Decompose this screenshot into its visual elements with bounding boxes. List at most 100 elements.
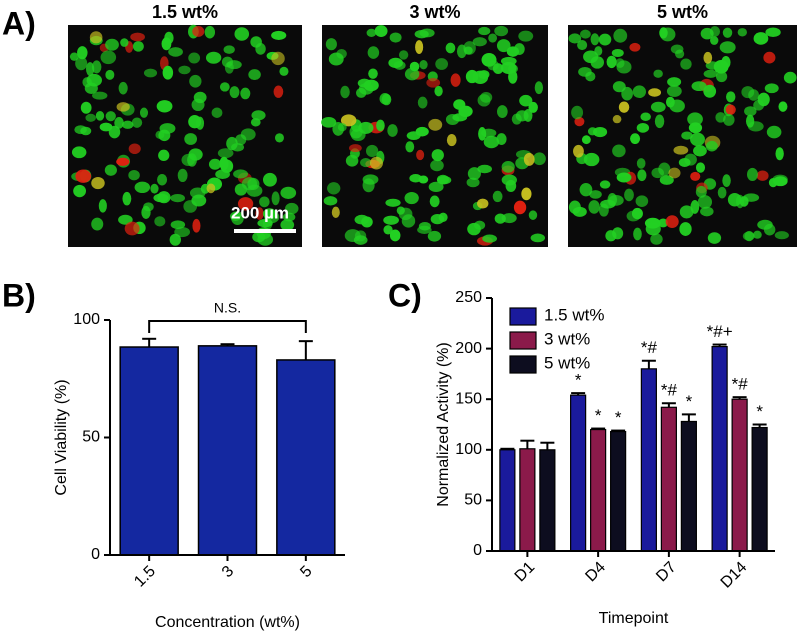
cell	[360, 157, 372, 168]
cell	[726, 91, 736, 103]
cell	[778, 101, 788, 112]
cell	[223, 45, 235, 54]
cell	[637, 169, 647, 182]
cell	[775, 147, 784, 161]
cell	[345, 154, 359, 167]
cell	[435, 58, 449, 70]
cell	[419, 59, 428, 70]
cell	[616, 172, 632, 183]
cell	[362, 174, 379, 185]
cell	[703, 84, 717, 98]
cell	[598, 33, 612, 46]
cell	[583, 152, 600, 167]
cell	[722, 27, 733, 38]
bar	[680, 420, 697, 552]
cell	[340, 85, 350, 99]
image-title: 5 wt%	[657, 2, 708, 22]
cell	[679, 205, 694, 219]
cell	[80, 101, 92, 114]
y-tick-label: 100	[73, 311, 100, 328]
x-tick-label: D1	[512, 559, 539, 586]
cell	[108, 125, 121, 139]
cell	[690, 199, 700, 214]
cell	[653, 69, 663, 78]
cell	[773, 176, 788, 187]
bar	[751, 426, 768, 552]
cell	[217, 148, 234, 159]
cell	[415, 126, 429, 137]
cell	[208, 158, 222, 170]
cell	[327, 182, 341, 195]
cell	[374, 25, 388, 37]
cell	[416, 149, 425, 161]
cell	[132, 41, 144, 52]
y-tick-label: 50	[82, 429, 100, 446]
cell	[715, 71, 728, 83]
y-tick-label: 150	[455, 390, 482, 407]
cell	[579, 182, 593, 197]
cell	[753, 32, 769, 45]
cell	[128, 143, 141, 154]
cell	[124, 221, 140, 236]
cell	[679, 222, 692, 236]
bar	[640, 368, 657, 552]
cell	[687, 112, 703, 126]
cell	[478, 26, 491, 36]
x-axis-label: Timepoint	[599, 610, 669, 627]
cell	[365, 144, 379, 158]
cell	[237, 197, 254, 211]
cell	[616, 60, 632, 74]
cell	[204, 25, 216, 39]
cell	[428, 118, 443, 131]
significance-mark: *#	[641, 338, 658, 357]
cell	[763, 51, 776, 64]
cell	[159, 123, 176, 134]
cell	[246, 184, 263, 197]
cell	[105, 38, 119, 51]
cell	[282, 212, 296, 222]
cell	[445, 42, 456, 54]
cell	[415, 40, 424, 55]
cell	[666, 85, 682, 97]
cell	[120, 38, 129, 47]
cell	[271, 51, 285, 66]
cell	[633, 227, 642, 241]
cell	[381, 93, 392, 106]
cell	[257, 219, 273, 228]
bar	[570, 394, 587, 552]
cell	[624, 188, 634, 202]
cell	[92, 91, 108, 100]
cell	[710, 36, 719, 45]
legend-label: 1.5 wt%	[544, 305, 604, 324]
cell	[358, 121, 374, 134]
legend-swatch	[509, 307, 537, 326]
y-tick-label: 200	[455, 340, 482, 357]
cell	[744, 230, 754, 242]
cell	[250, 36, 262, 48]
cell	[231, 211, 244, 226]
cell	[121, 120, 134, 129]
cell	[80, 126, 92, 136]
cell	[114, 117, 124, 129]
significance-mark: *	[575, 371, 582, 390]
cell	[667, 77, 682, 87]
cell	[170, 193, 185, 203]
cell	[205, 51, 222, 64]
cell	[528, 210, 538, 220]
cell	[581, 135, 591, 145]
bar	[197, 345, 258, 556]
cell	[100, 50, 117, 65]
cell	[273, 85, 284, 98]
cell	[104, 164, 117, 176]
cell	[417, 225, 432, 235]
cell	[193, 91, 207, 104]
bar	[539, 449, 556, 552]
cell	[419, 28, 435, 38]
cell	[753, 99, 765, 111]
cell	[383, 215, 399, 225]
cell	[673, 145, 689, 155]
cell	[274, 133, 284, 143]
cell	[659, 175, 674, 185]
y-tick-label: 0	[473, 542, 482, 559]
cell	[131, 117, 143, 128]
